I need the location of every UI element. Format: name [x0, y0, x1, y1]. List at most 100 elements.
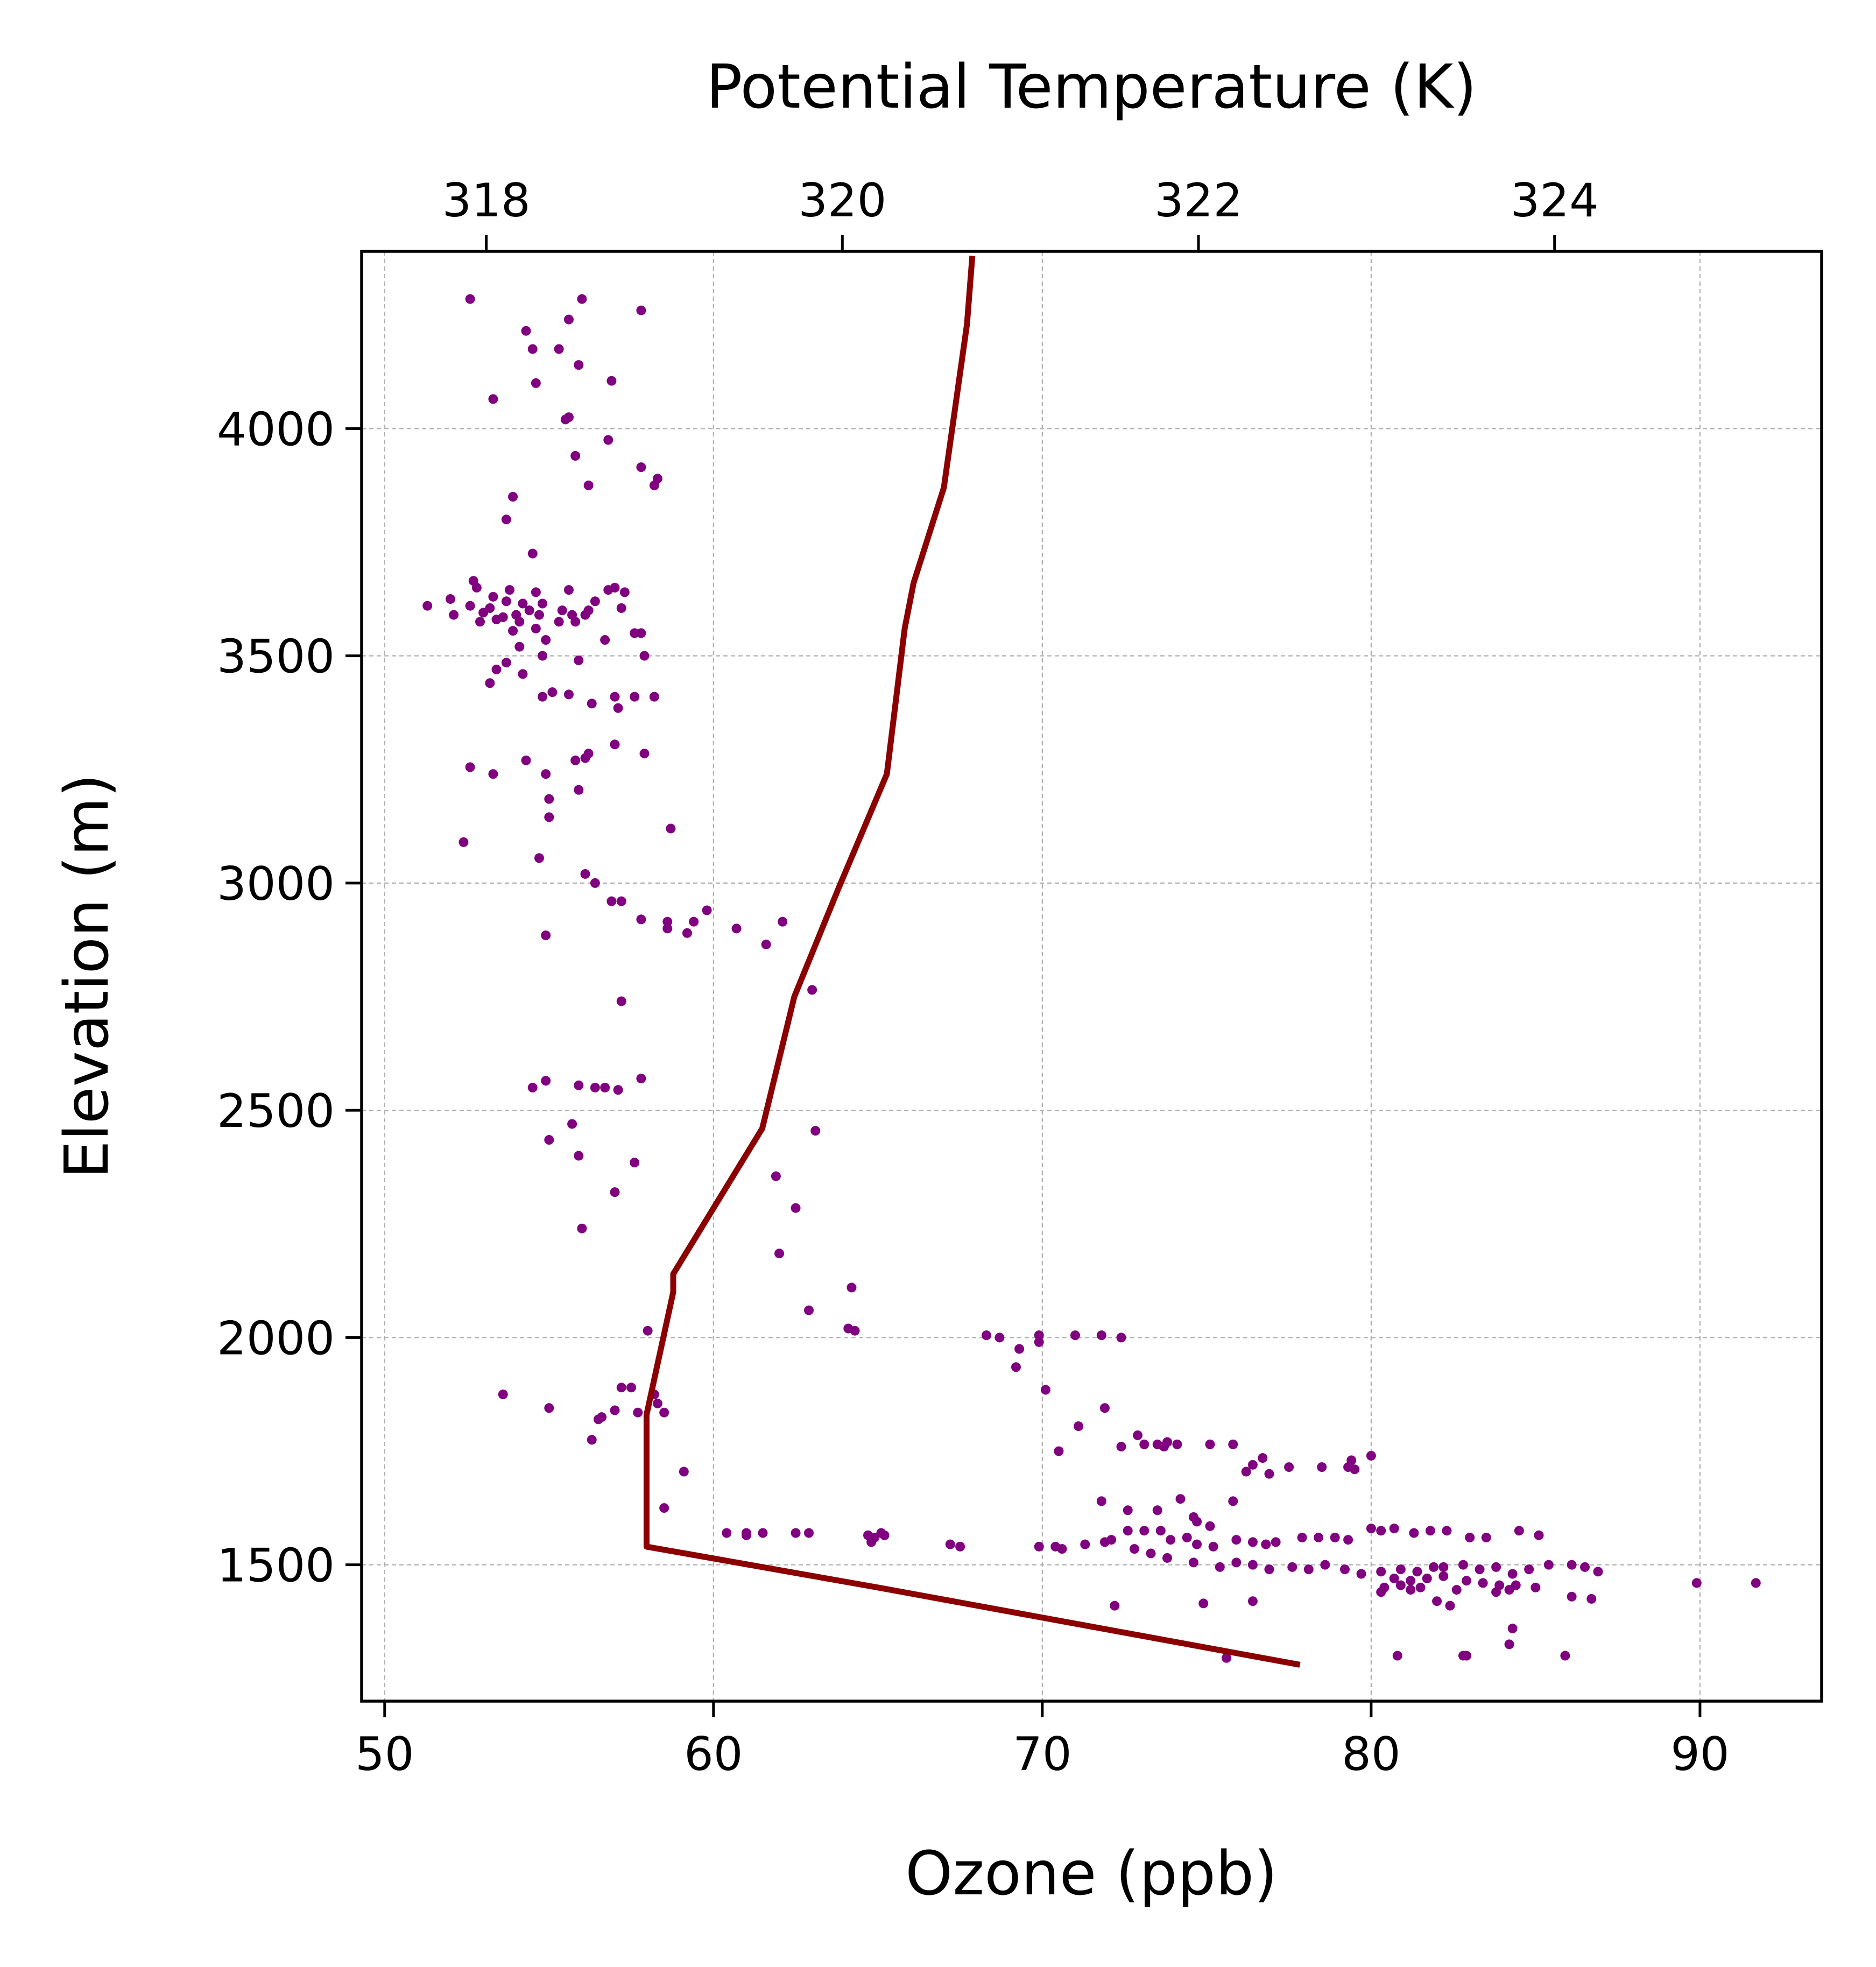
- scatter-point: [945, 1539, 955, 1549]
- scatter-point: [538, 692, 548, 702]
- scatter-point: [508, 492, 518, 502]
- scatter-point: [574, 655, 584, 666]
- scatter-point: [1182, 1532, 1192, 1542]
- scatter-point: [636, 628, 646, 638]
- scatter-point: [1514, 1526, 1524, 1536]
- scatter-point: [541, 769, 551, 779]
- y-axis-label: Elevation (m): [52, 774, 122, 1179]
- y-tick-label: 4000: [217, 403, 335, 456]
- scatter-point: [544, 1135, 554, 1145]
- scatter-point: [570, 755, 581, 765]
- scatter-point: [606, 896, 617, 906]
- scatter-point: [527, 344, 538, 354]
- scatter-point: [1297, 1532, 1307, 1542]
- ozone-scatter-series: [422, 294, 1761, 1663]
- scatter-point: [577, 294, 587, 304]
- scatter-point: [1339, 1564, 1350, 1575]
- scatter-point: [593, 1414, 603, 1425]
- scatter-point: [1155, 1526, 1166, 1536]
- scatter-point: [1438, 1562, 1449, 1572]
- scatter-point: [1451, 1585, 1462, 1595]
- scatter-point: [1074, 1421, 1084, 1432]
- scatter-point: [1205, 1439, 1215, 1449]
- scatter-point: [1406, 1576, 1416, 1586]
- scatter-point: [603, 435, 613, 445]
- scatter-point: [810, 1126, 821, 1136]
- scatter-point: [616, 603, 626, 613]
- scatter-point: [544, 1403, 554, 1413]
- scatter-point: [590, 596, 600, 607]
- x-tick-label: 70: [1013, 1728, 1071, 1781]
- scatter-point: [1205, 1521, 1215, 1531]
- x-tick-label: 90: [1670, 1728, 1729, 1781]
- scatter-point: [636, 305, 646, 315]
- scatter-point: [1123, 1526, 1133, 1536]
- scatter-point: [580, 869, 590, 879]
- scatter-point: [538, 598, 548, 609]
- potential-temperature-line-series: [643, 255, 1301, 1668]
- scatter-point: [955, 1541, 965, 1552]
- scatter-point: [534, 610, 544, 620]
- scatter-point: [1751, 1578, 1761, 1588]
- scatter-point: [570, 617, 581, 627]
- scatter-point: [1442, 1526, 1452, 1536]
- scatter-point: [1264, 1469, 1274, 1479]
- scatter-point: [1475, 1564, 1485, 1575]
- scatter-point: [1462, 1651, 1472, 1661]
- y-tick-label: 3000: [217, 857, 335, 911]
- scatter-point: [610, 1405, 620, 1415]
- scatter-point: [1247, 1460, 1258, 1470]
- scatter-point: [574, 1080, 584, 1090]
- scatter-point: [1123, 1505, 1133, 1515]
- scatter-point: [465, 601, 475, 611]
- scatter-point: [514, 617, 525, 627]
- scatter-point: [1392, 1651, 1402, 1661]
- scatter-point: [619, 587, 630, 597]
- scatter-point: [630, 692, 640, 702]
- scatter-point: [1261, 1539, 1271, 1549]
- scatter-point: [1139, 1439, 1149, 1449]
- y-axis-ticks: 1500 2000 2500 3000 3500 4000: [217, 403, 362, 1593]
- scatter-point: [1208, 1541, 1218, 1552]
- scatter-point: [649, 692, 659, 702]
- scatter-point: [508, 626, 518, 636]
- scatter-point: [1110, 1601, 1120, 1611]
- scatter-point: [1264, 1564, 1274, 1575]
- scatter-point: [610, 582, 620, 593]
- scatter-point: [1099, 1403, 1110, 1413]
- scatter-point: [518, 598, 528, 609]
- scatter-point: [465, 762, 475, 772]
- scatter-point: [570, 451, 581, 461]
- top-x-tick-label: 320: [798, 174, 886, 228]
- scatter-point: [1231, 1535, 1242, 1545]
- scatter-point: [1258, 1453, 1268, 1463]
- scatter-point: [1409, 1528, 1419, 1538]
- scatter-point: [1580, 1562, 1590, 1572]
- scatter-point: [652, 1398, 662, 1408]
- scatter-point: [1491, 1587, 1501, 1597]
- scatter-point: [475, 617, 485, 627]
- scatter-point: [554, 617, 564, 627]
- scatter-point: [1228, 1496, 1238, 1506]
- scatter-point: [1428, 1562, 1438, 1572]
- top-x-axis-label: Potential Temperature (K): [706, 52, 1477, 122]
- scatter-point: [1241, 1467, 1251, 1477]
- scatter-point: [1146, 1548, 1156, 1559]
- scatter-point: [1034, 1541, 1044, 1552]
- scatter-point: [1507, 1569, 1518, 1579]
- scatter-point: [488, 591, 498, 602]
- scatter-point: [521, 755, 531, 765]
- scatter-point: [544, 794, 554, 804]
- scatter-point: [643, 1326, 653, 1336]
- scatter-point: [758, 1528, 768, 1538]
- x-tick-label: 80: [1342, 1728, 1400, 1781]
- scatter-point: [863, 1530, 873, 1540]
- scatter-point: [1593, 1567, 1603, 1577]
- scatter-point: [1166, 1535, 1176, 1545]
- scatter-point: [445, 594, 455, 604]
- scatter-point: [1406, 1585, 1416, 1595]
- scatter-point: [577, 1223, 587, 1233]
- scatter-point: [1284, 1462, 1294, 1472]
- scatter-point: [485, 678, 495, 688]
